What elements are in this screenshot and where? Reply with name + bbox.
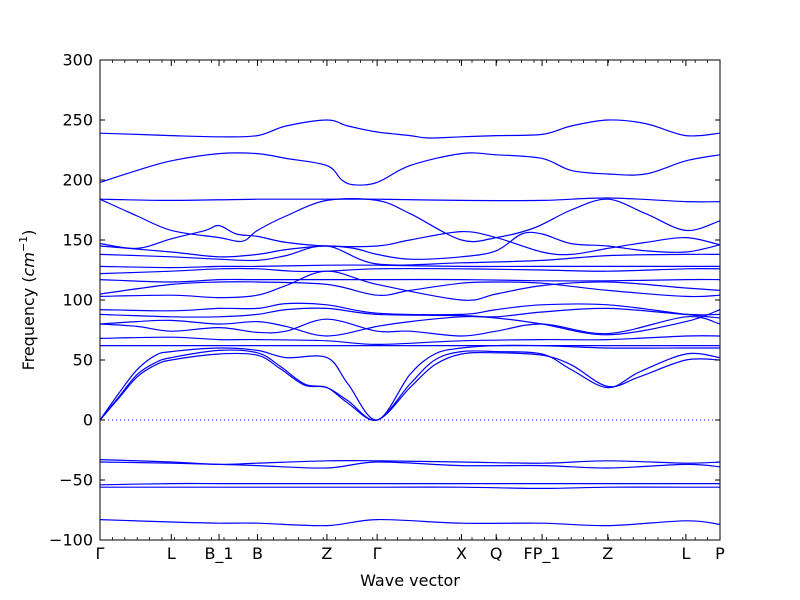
phonon-band-line-16	[100, 316, 720, 337]
x-tick-label: L	[167, 544, 176, 563]
y-tick-label: 0	[83, 411, 93, 430]
phonon-band-line-6	[100, 231, 720, 260]
phonon-band-line-3	[100, 197, 720, 203]
x-tick-label: Γ	[96, 544, 105, 563]
phonon-band-line-11	[100, 281, 720, 298]
phonon-band-line-20	[100, 349, 720, 421]
phonon-band-line-1	[100, 119, 720, 139]
x-tick-label: B_1	[204, 544, 233, 564]
y-axis-label: Frequency (cm−1)	[17, 230, 38, 371]
y-tick-label: 50	[73, 351, 93, 370]
x-tick-label: B	[252, 544, 263, 563]
phonon-band-line-25	[100, 486, 720, 490]
phonon-band-line-12	[100, 270, 720, 301]
phonon-band-line-15	[100, 309, 720, 337]
phonon-band-line-21	[100, 351, 720, 421]
phonon-band-line-23	[100, 461, 720, 469]
y-axis: −100 −50 0 50 100 150 200 250 300	[49, 51, 720, 550]
y-tick-label: 150	[62, 231, 93, 250]
x-tick-label: Z	[321, 544, 332, 563]
y-tick-label: 300	[62, 51, 93, 70]
x-axis-label: Wave vector	[360, 571, 460, 590]
x-tick-label: P	[715, 544, 725, 563]
phonon-band-line-13	[100, 302, 720, 319]
phonon-band-line-14	[100, 307, 720, 318]
phonon-band-line-8	[100, 264, 720, 269]
phonon-band-line-10	[100, 278, 720, 283]
x-axis: Γ L B_1 B Z Γ X Q FP_1 Z L P	[96, 60, 725, 564]
phonon-band-line-5	[100, 224, 720, 256]
x-tick-label: Z	[602, 544, 613, 563]
phonon-band-line-7	[100, 245, 720, 266]
phonon-band-line-19	[100, 344, 720, 421]
series-layer	[100, 119, 720, 527]
x-tick-label: X	[456, 544, 467, 563]
y-tick-label: 200	[62, 171, 93, 190]
y-tick-label: −100	[49, 531, 93, 550]
phonon-band-line-2	[100, 152, 720, 186]
phonon-band-line-4	[100, 198, 720, 243]
phonon-band-line-24	[100, 482, 720, 486]
x-tick-label: Q	[490, 544, 503, 563]
x-tick-label: Γ	[373, 544, 382, 563]
phonon-band-line-9	[100, 267, 720, 275]
x-tick-label: L	[681, 544, 690, 563]
phonon-band-line-17	[100, 335, 720, 346]
x-tick-label: FP_1	[524, 544, 561, 564]
y-tick-label: 250	[62, 111, 93, 130]
phonon-band-line-26	[100, 518, 720, 527]
y-tick-label: 100	[62, 291, 93, 310]
y-tick-label: −50	[59, 471, 93, 490]
